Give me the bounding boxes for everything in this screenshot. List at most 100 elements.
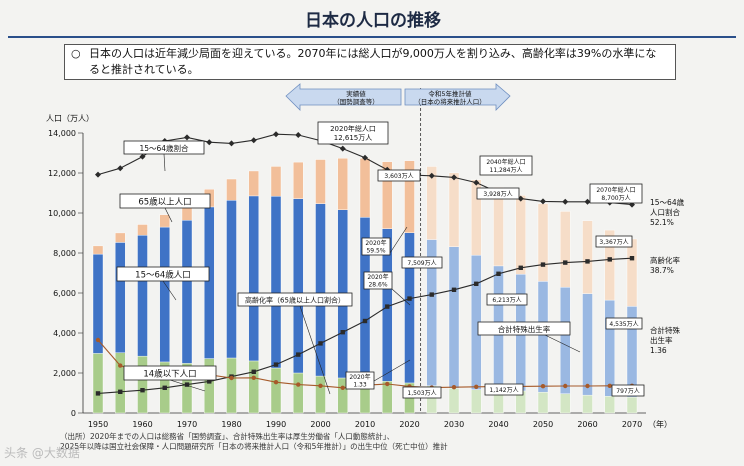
label-aging-rate-box — [237, 292, 353, 307]
value-old-2070-box — [595, 235, 633, 248]
value-young-2040: 1,142万人 — [489, 387, 518, 394]
bar-elderly — [626, 238, 638, 307]
bar-young — [92, 353, 104, 414]
bar-elderly — [293, 161, 304, 199]
label-working-ratio: 15～64歳割合 — [139, 143, 189, 153]
working-ratio-point — [295, 132, 302, 138]
right-label-working-ratio: 52.1% — [650, 218, 674, 227]
bar-elderly — [604, 229, 615, 301]
leader-line — [162, 280, 177, 301]
right-label-working-ratio: 15～64歳 — [650, 197, 685, 207]
x-tick-label: 1960 — [132, 420, 152, 429]
summary-box: ○ 日本の人口は近年減少局面を迎えている。2070年には総人口が9,000万人を… — [64, 44, 676, 80]
x-tick-label: 2040 — [488, 420, 508, 429]
x-tick-label: 2060 — [577, 420, 597, 429]
y-tick-label: 10,000 — [48, 209, 76, 218]
fertility-rate-point — [607, 383, 612, 388]
aging-rate-point — [474, 281, 479, 286]
bar-elderly — [426, 166, 437, 240]
bar-elderly — [137, 224, 148, 236]
page-title: 日本の人口の推移 — [305, 11, 441, 31]
bar-elderly — [493, 187, 504, 267]
working-ratio-point — [540, 198, 546, 205]
x-tick-label: 2020 — [399, 420, 419, 429]
working-ratio-point — [584, 198, 591, 205]
fertility-rate-point — [385, 381, 390, 387]
aging-rate-point — [207, 379, 212, 384]
leader-line — [164, 207, 173, 223]
bar-young — [315, 375, 326, 414]
projection-arrow-label: （日本の将来推計人口） — [414, 97, 486, 106]
watermark: 头条 @大数据 — [4, 446, 80, 460]
x-tick-label: 1990 — [266, 420, 286, 429]
fertility-rate-point — [273, 380, 279, 385]
x-tick-label: 2050 — [533, 420, 553, 429]
working-ratio-point — [428, 172, 435, 179]
leader-line — [544, 334, 581, 353]
value-young-2020: 1,503万人 — [407, 390, 436, 397]
fertility-rate-point — [563, 383, 568, 389]
x-tick-label: 2000 — [310, 420, 330, 429]
value-aging-2020-box — [363, 271, 393, 290]
bar-working — [582, 293, 593, 396]
bar-young — [471, 389, 482, 414]
bar-young — [226, 357, 237, 414]
right-label-aging-rate: 38.7% — [650, 266, 674, 275]
label-young-population: 14歳以下人口 — [143, 369, 196, 380]
aging-rate-point — [563, 260, 568, 265]
bar-elderly — [315, 159, 326, 204]
y-tick-label: 2,000 — [53, 369, 76, 378]
working-ratio-point — [95, 171, 101, 178]
value-young-2020-box — [402, 386, 442, 399]
value-fertility-2020: 2020年 — [349, 373, 370, 381]
value-young-2070: 797万人 — [616, 388, 639, 395]
leader-line — [163, 153, 166, 172]
actual-arrow-label: （国勢調査等） — [333, 97, 379, 106]
bar-working — [159, 226, 170, 363]
fertility-rate-point — [95, 337, 101, 343]
bar-elderly — [115, 232, 126, 243]
working-ratio-point — [117, 165, 124, 172]
aging-rate-point — [496, 271, 501, 276]
value-working-2070: 4,535万人 — [609, 321, 638, 328]
fertility-rate-point — [296, 382, 301, 387]
bar-working — [293, 198, 304, 374]
value-fertility-2020: 1.33 — [353, 382, 367, 389]
aging-rate-point — [162, 385, 167, 390]
summary-text: 日本の人口は近年減少局面を迎えている。2070年には総人口が9,000万人を割り… — [89, 47, 657, 76]
leader-line — [389, 226, 408, 254]
bar-young — [537, 391, 549, 414]
source-line-2: 2025年以降は国立社会保障・人口問題研究所「日本の将来推計人口（令和5年推計）… — [60, 442, 448, 451]
aging-rate-point — [385, 304, 390, 309]
fertility-rate-point — [340, 385, 345, 390]
aging-rate-point — [184, 382, 190, 387]
aging-rate-point — [540, 262, 546, 267]
value-working-2020-box — [401, 256, 443, 269]
y-tick-label: 0 — [71, 409, 76, 418]
value-working-2040: 6,213万人 — [492, 297, 521, 304]
value-ratio-2020-box — [361, 237, 391, 256]
source-line-1: 2020年までの人口は総務省「国勢調査」、合計特殊出生率は厚生労働省「人口動態統… — [90, 432, 395, 441]
projection-arrow-label: 令和5年推計値 — [428, 89, 472, 98]
x-tick-label: 1980 — [221, 420, 241, 429]
fertility-rate-point — [318, 383, 323, 388]
working-ratio-point — [339, 145, 346, 152]
value-old-2020: 3,603万人 — [384, 173, 413, 180]
total-2020-label: 12,615万人 — [334, 134, 373, 142]
label-elderly-population: 65歳以上人口 — [138, 197, 191, 208]
actual-arrow — [285, 83, 402, 111]
right-label-working-ratio: 人口割合 — [650, 207, 680, 217]
source-note: （出所）2020年までの人口は総務省「国勢調査」、合計特殊出生率は厚生労働省「人… — [60, 432, 700, 452]
actual-arrow-label: 実績値 — [346, 89, 366, 98]
bar-elderly — [270, 166, 282, 197]
value-aging-2020: 2020年 — [367, 273, 388, 281]
fertility-rate-point — [585, 383, 590, 389]
working-ratio-point — [451, 174, 457, 181]
label-working-population: 15～64歳人口 — [135, 270, 191, 281]
fertility-rate-point — [474, 384, 479, 389]
value-working-2070-box — [605, 317, 643, 330]
bar-working — [604, 299, 615, 397]
total-2040-label-box — [479, 155, 533, 176]
aging-rate-point — [118, 389, 123, 394]
